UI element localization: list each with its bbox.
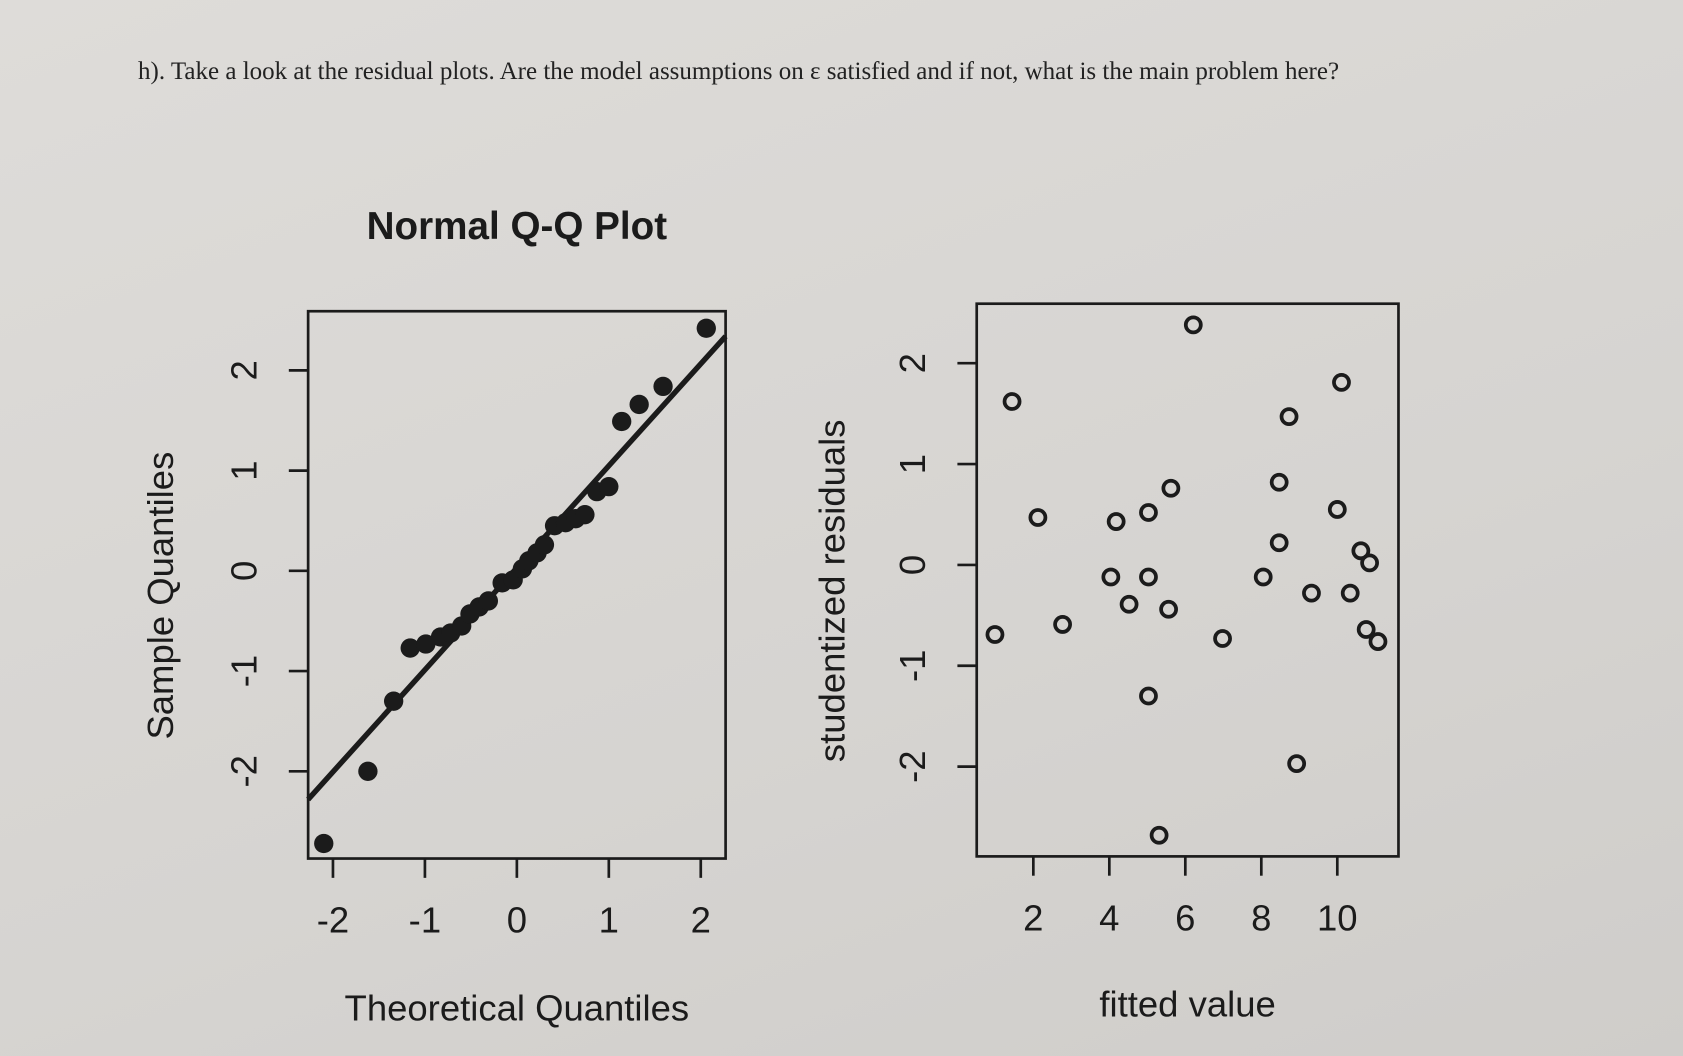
question-text: h). Take a look at the residual plots. A… — [138, 58, 1340, 85]
point — [1287, 754, 1307, 773]
point — [1053, 615, 1072, 634]
point — [1356, 620, 1376, 639]
point — [1368, 632, 1388, 651]
point — [1279, 407, 1299, 427]
x-tick-label: 10 — [1317, 897, 1358, 938]
y-tick-label: 1 — [224, 460, 265, 480]
point — [314, 833, 334, 854]
point — [1253, 567, 1273, 587]
point — [1327, 500, 1347, 519]
point — [653, 376, 673, 397]
x-axis-label: Theoretical Quantiles — [345, 988, 690, 1029]
point — [1183, 315, 1203, 335]
chart-title: Normal Q-Q Plot — [367, 205, 668, 248]
point — [1351, 541, 1371, 561]
point — [1269, 472, 1289, 492]
y-tick-label: 1 — [892, 454, 933, 474]
point — [1161, 478, 1181, 498]
point — [1213, 629, 1232, 648]
y-tick-label: -2 — [224, 755, 265, 787]
y-tick-label: 0 — [892, 555, 933, 575]
point — [696, 318, 716, 338]
point — [599, 476, 619, 497]
y-axis-label: studentized residuals — [812, 419, 853, 762]
y-axis-label: Sample Quantiles — [140, 452, 181, 740]
point — [1302, 583, 1321, 603]
point — [1106, 512, 1126, 531]
point — [629, 394, 649, 415]
point — [534, 535, 555, 555]
point — [1340, 583, 1360, 603]
y-tick-label: 0 — [224, 561, 265, 581]
point — [1139, 503, 1158, 522]
point — [1002, 392, 1022, 411]
point — [1119, 594, 1139, 614]
x-tick-label: 4 — [1099, 897, 1119, 938]
point — [1149, 825, 1169, 845]
point — [1332, 372, 1351, 392]
x-tick-label: 8 — [1251, 897, 1271, 938]
point — [1139, 567, 1158, 587]
x-tick-label: 2 — [691, 900, 711, 941]
x-tick-label: -2 — [317, 900, 349, 941]
point — [1360, 553, 1379, 573]
x-tick-label: -1 — [409, 900, 441, 941]
point — [478, 591, 499, 611]
point — [985, 625, 1005, 644]
point — [358, 761, 378, 781]
y-tick-label: -2 — [892, 750, 933, 782]
x-axis-label: fitted value — [1099, 983, 1275, 1024]
y-tick-label: 2 — [892, 353, 933, 373]
x-tick-label: 0 — [507, 900, 527, 941]
point — [400, 638, 420, 658]
point — [575, 505, 595, 525]
point — [383, 691, 404, 711]
point — [1139, 686, 1158, 706]
x-tick-label: 2 — [1023, 897, 1043, 938]
y-tick-label: -1 — [892, 650, 933, 682]
point — [1159, 599, 1178, 619]
plot-box — [975, 302, 1400, 858]
point — [1101, 567, 1121, 587]
point — [416, 634, 436, 654]
y-tick-label: -1 — [224, 655, 265, 687]
x-tick-label: 1 — [599, 900, 619, 941]
x-tick-label: 6 — [1175, 897, 1195, 938]
point — [1269, 533, 1289, 553]
point — [1028, 508, 1048, 527]
y-tick-label: 2 — [224, 360, 265, 380]
point — [612, 411, 632, 432]
